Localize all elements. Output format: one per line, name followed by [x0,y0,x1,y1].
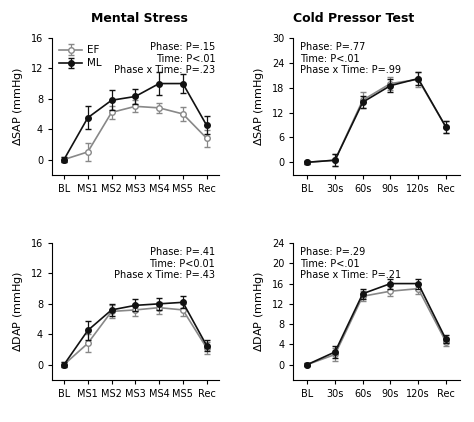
Text: Phase: P=.41
Time: P<0.01
Phase x Time: P=.43: Phase: P=.41 Time: P<0.01 Phase x Time: … [114,247,215,280]
Y-axis label: $\Delta$SAP (mmHg): $\Delta$SAP (mmHg) [253,67,266,146]
Legend: EF, ML: EF, ML [57,43,103,70]
Y-axis label: $\Delta$DAP (mmHg): $\Delta$DAP (mmHg) [253,271,266,352]
Text: Phase: P=.77
Time: P<.01
Phase x Time: P=.99: Phase: P=.77 Time: P<.01 Phase x Time: P… [300,42,401,75]
Text: Phase: P=.29
Time: P<.01
Phase x Time: P=.21: Phase: P=.29 Time: P<.01 Phase x Time: P… [300,247,401,280]
Text: Mental Stress: Mental Stress [91,13,188,25]
Y-axis label: $\Delta$DAP (mmHg): $\Delta$DAP (mmHg) [11,271,25,352]
Text: Phase: P=.15
Time: P<.01
Phase x Time: P=.23: Phase: P=.15 Time: P<.01 Phase x Time: P… [114,42,215,75]
Y-axis label: $\Delta$SAP (mmHg): $\Delta$SAP (mmHg) [11,67,25,146]
Text: Cold Pressor Test: Cold Pressor Test [292,13,414,25]
